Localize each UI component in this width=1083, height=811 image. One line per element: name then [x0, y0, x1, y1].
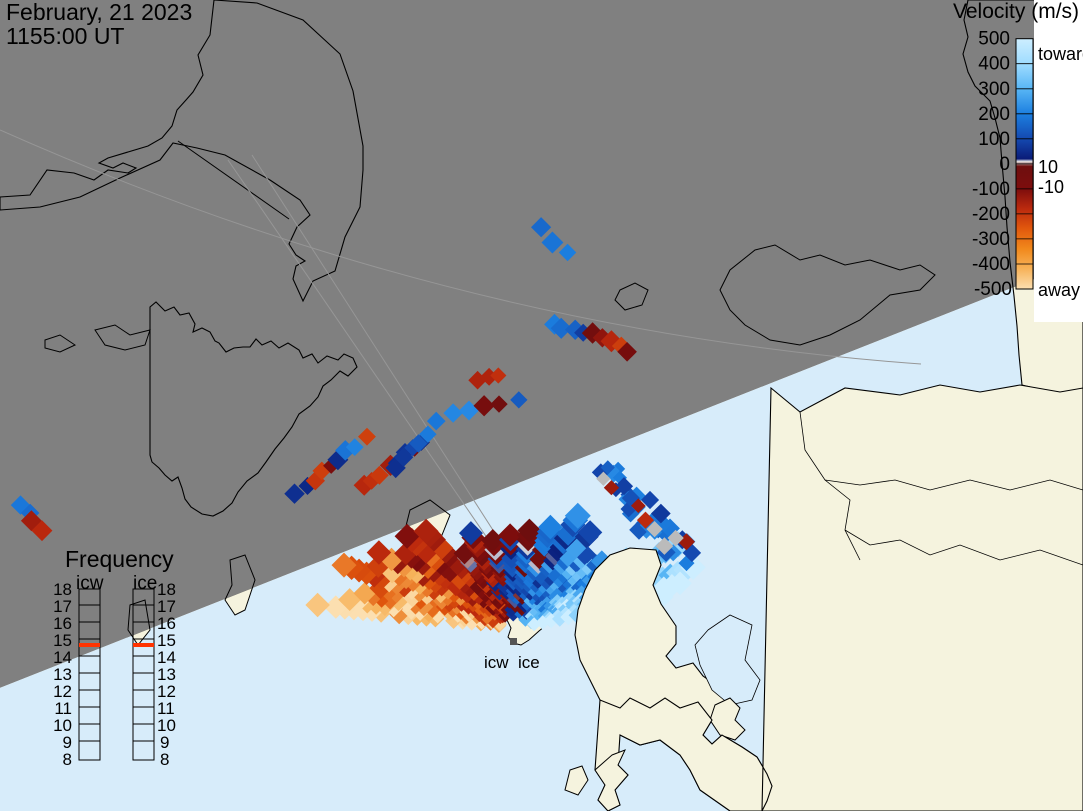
- svg-text:-500: -500: [974, 279, 1012, 300]
- svg-text:8: 8: [160, 750, 169, 769]
- svg-text:0: 0: [999, 154, 1010, 175]
- svg-text:Velocity (m/s): Velocity (m/s): [953, 0, 1079, 23]
- svg-text:400: 400: [978, 54, 1010, 75]
- svg-text:300: 300: [978, 79, 1010, 100]
- svg-text:-400: -400: [972, 254, 1010, 275]
- svg-text:away: away: [1038, 280, 1080, 300]
- svg-text:200: 200: [978, 104, 1010, 125]
- svg-text:100: 100: [978, 129, 1010, 150]
- svg-text:10: 10: [1038, 157, 1058, 177]
- svg-text:500: 500: [978, 29, 1010, 50]
- svg-text:toward: toward: [1038, 44, 1083, 64]
- svg-text:February, 21 2023: February, 21 2023: [6, 0, 192, 25]
- svg-text:8: 8: [63, 750, 72, 769]
- svg-text:-100: -100: [972, 179, 1010, 200]
- svg-text:-300: -300: [972, 229, 1010, 250]
- svg-text:Frequency: Frequency: [65, 546, 174, 572]
- svg-text:icw: icw: [484, 653, 509, 672]
- svg-text:-10: -10: [1038, 177, 1064, 197]
- svg-text:1155:00 UT: 1155:00 UT: [6, 23, 124, 49]
- svg-text:-200: -200: [972, 204, 1010, 225]
- svg-text:ice: ice: [518, 653, 540, 672]
